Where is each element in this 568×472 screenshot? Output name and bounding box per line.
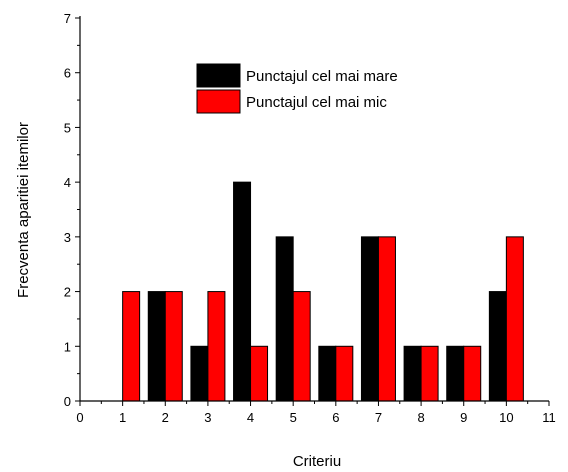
bars-group <box>122 181 524 402</box>
y-tick-label: 3 <box>64 230 71 245</box>
x-tick-label: 8 <box>417 410 424 425</box>
bar-series-2-category-4 <box>250 345 269 402</box>
y-tick-label: 4 <box>64 175 71 190</box>
bar-series-2-category-1 <box>122 291 141 402</box>
y-tick-label: 2 <box>64 285 71 300</box>
legend-swatch-series-1 <box>196 63 241 88</box>
x-tick-label: 0 <box>76 410 83 425</box>
bar-series-2-category-3 <box>207 291 226 402</box>
bar-series-2-category-2 <box>164 291 183 402</box>
y-axis-title: Frecventa aparitiei itemilor <box>15 122 32 298</box>
x-axis-title: Criteriu <box>293 453 341 470</box>
bar-series-2-category-7 <box>377 236 396 402</box>
y-tick-label: 7 <box>64 11 71 26</box>
x-tick-label: 10 <box>499 410 513 425</box>
bar-series-2-category-5 <box>292 291 311 402</box>
bar-series-1-category-9 <box>446 345 465 402</box>
x-tick-label: 6 <box>332 410 339 425</box>
x-tick-label: 3 <box>204 410 211 425</box>
x-tick-label: 9 <box>460 410 467 425</box>
bar-series-2-category-8 <box>420 345 439 402</box>
x-tick-label: 2 <box>162 410 169 425</box>
bar-series-1-category-8 <box>403 345 422 402</box>
bar-series-2-category-6 <box>335 345 354 402</box>
x-tick-label: 5 <box>290 410 297 425</box>
x-tick-label: 11 <box>542 410 556 425</box>
y-tick-label: 1 <box>64 339 71 354</box>
legend: Punctajul cel mai mare Punctajul cel mai… <box>196 63 398 114</box>
bar-series-2-category-9 <box>463 345 482 402</box>
bar-series-1-category-7 <box>360 236 379 402</box>
x-tick-label: 1 <box>119 410 126 425</box>
ticks-group: 0 1 2 3 4 5 6 7 0 1 2 3 4 5 6 7 8 9 10 11 <box>64 11 556 425</box>
x-tick-label: 4 <box>247 410 254 425</box>
legend-label-series-2: Punctajul cel mai mic <box>246 94 387 111</box>
bar-series-1-category-5 <box>275 236 294 402</box>
bar-series-1-category-3 <box>190 345 209 402</box>
bar-series-1-category-6 <box>318 345 337 402</box>
bar-series-2-category-10 <box>505 236 524 402</box>
bar-series-1-category-2 <box>147 291 166 402</box>
x-tick-label: 7 <box>375 410 382 425</box>
bar-series-1-category-10 <box>488 291 507 402</box>
y-tick-label: 5 <box>64 120 71 135</box>
y-tick-label: 6 <box>64 66 71 81</box>
legend-swatch-series-2 <box>196 89 241 114</box>
bar-series-1-category-4 <box>233 181 252 402</box>
y-tick-label: 0 <box>64 394 71 409</box>
legend-label-series-1: Punctajul cel mai mare <box>246 68 398 85</box>
